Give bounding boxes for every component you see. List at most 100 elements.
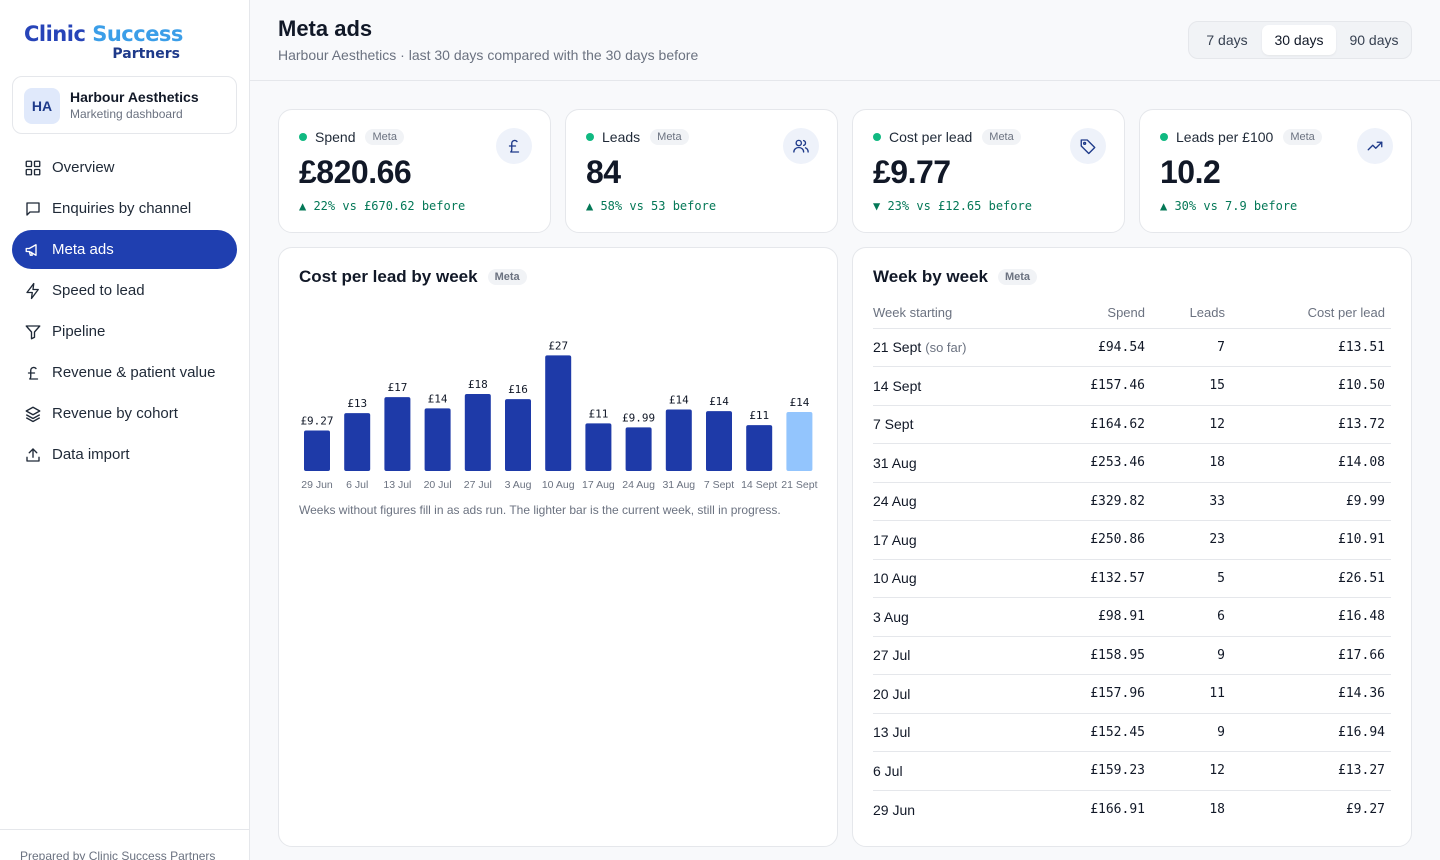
kpi-delta: ▲ 22% vs £670.62 before	[299, 199, 466, 213]
kpi-label-text: Leads	[602, 129, 641, 145]
kpi-label: Leads per £100 Meta	[1160, 129, 1322, 145]
source-tag: Meta	[365, 129, 404, 145]
chart-title-text: Cost per lead by week	[299, 267, 478, 286]
cell-spend: £157.46	[1043, 366, 1151, 406]
sidebar-item-enquiries-by-channel[interactable]: Enquiries by channel	[12, 189, 237, 228]
sidebar-item-speed-to-lead[interactable]: Speed to lead	[12, 271, 237, 310]
range-90-days-button[interactable]: 90 days	[1349, 32, 1399, 48]
bar-value-label: £14	[669, 394, 689, 407]
chart-bar[interactable]	[545, 355, 572, 471]
table-row: 29 Jun £166.91 18 £9.27	[873, 790, 1391, 829]
x-tick-label: 7 Sept	[704, 479, 734, 491]
sidebar-item-revenue-by-cohort[interactable]: Revenue by cohort	[12, 394, 237, 433]
cell-spend: £152.45	[1043, 713, 1151, 752]
cell-leads: 23	[1151, 520, 1231, 560]
kpi-label: Leads Meta	[586, 129, 689, 145]
status-dot	[873, 133, 881, 141]
x-tick-label: 27 Jul	[464, 479, 492, 491]
pound-icon	[496, 128, 532, 164]
bar-value-label: £14	[789, 396, 809, 409]
sidebar-item-label: Meta ads	[52, 241, 114, 258]
status-dot	[1160, 133, 1168, 141]
status-dot	[586, 133, 594, 141]
cell-spend: £250.86	[1043, 520, 1151, 560]
sidebar-item-meta-ads[interactable]: Meta ads	[12, 230, 237, 269]
range-7-days-button[interactable]: 7 days	[1206, 32, 1248, 48]
sidebar: Clinic Success Partners HA Harbour Aesth…	[0, 0, 250, 860]
chart-bar[interactable]	[424, 408, 451, 471]
cell-leads: 6	[1151, 597, 1231, 637]
chart-bar[interactable]	[464, 393, 491, 471]
table-row: 3 Aug £98.91 6 £16.48	[873, 597, 1391, 637]
cell-cost-per-lead: £9.27	[1345, 802, 1385, 817]
account-card[interactable]: HA Harbour Aesthetics Marketing dashboar…	[12, 76, 237, 134]
account-subtitle: Marketing dashboard	[70, 107, 183, 121]
week-label: 31 Aug	[873, 454, 917, 471]
cell-cost-per-lead: £13.27	[1231, 751, 1391, 791]
chart-bar[interactable]	[665, 409, 692, 471]
week-label: 17 Aug	[873, 531, 917, 548]
cell-cost-per-lead: £14.36	[1231, 674, 1391, 714]
chart-bar[interactable]	[706, 411, 732, 471]
cell-spend: £157.96	[1043, 674, 1151, 714]
chart-bar[interactable]	[384, 397, 411, 471]
kpi-value: £820.66	[299, 154, 412, 190]
bar-value-label: £11	[749, 409, 769, 422]
chart-bar[interactable]	[505, 399, 531, 471]
cell-cost-per-lead: £10.50	[1231, 366, 1391, 406]
cell-spend: £159.23	[1043, 751, 1151, 791]
cost-per-lead-chart-panel: Cost per lead by week Meta £9.27 29 Jun £13…	[278, 247, 838, 847]
users-icon	[783, 128, 819, 164]
chart-bar[interactable]	[344, 413, 371, 471]
chart-bar[interactable]	[304, 430, 330, 471]
week-label: 29 Jun	[873, 801, 916, 818]
chart-bar[interactable]	[786, 412, 813, 471]
cell-spend: £164.62	[1043, 405, 1151, 444]
kpi-delta: ▲ 30% vs 7.9 before	[1160, 199, 1298, 213]
range-30-days-button[interactable]: 30 days	[1262, 25, 1336, 55]
cell-week: 6 Jul	[873, 751, 1043, 791]
sidebar-item-revenue-patient-value[interactable]: Revenue & patient value	[12, 353, 237, 392]
cell-spend: £158.95	[1043, 636, 1151, 675]
sidebar-item-label: Data import	[52, 446, 130, 463]
chart-bar[interactable]	[746, 425, 773, 471]
sidebar-item-overview[interactable]: Overview	[12, 148, 237, 187]
chat-icon	[24, 200, 42, 218]
week-label: 21 Sept	[873, 339, 922, 356]
sidebar-item-label: Overview	[52, 159, 115, 176]
cost-per-lead-bar-chart: £9.27 29 Jun £13 6 Jul £17 13 Jul £14 20 Jul £18…	[300, 339, 817, 491]
tag-icon	[1070, 128, 1106, 164]
cell-leads: 5	[1151, 559, 1231, 598]
chart-bar[interactable]	[625, 427, 652, 471]
sidebar-footer: Prepared by Clinic Success Partners	[0, 829, 249, 860]
bar-value-label: £17	[387, 381, 407, 394]
table-row: 13 Jul £152.45 9 £16.94	[873, 713, 1391, 752]
cell-cost-per-lead: £26.51	[1231, 559, 1391, 598]
x-tick-label: 29 Jun	[301, 479, 333, 491]
kpi-value: £9.77	[873, 154, 951, 190]
sidebar-item-data-import[interactable]: Data import	[12, 435, 237, 474]
grid-icon	[24, 159, 42, 177]
cell-spend: £132.57	[1043, 559, 1151, 598]
cell-leads: 12	[1151, 751, 1231, 791]
sidebar-item-label: Enquiries by channel	[52, 200, 192, 217]
chart-bar[interactable]	[585, 423, 612, 471]
bar-value-label: £11	[588, 407, 608, 420]
kpi-label-text: Spend	[315, 129, 356, 145]
source-tag: Meta	[487, 269, 527, 285]
table-row: 20 Jul £157.96 11 £14.36	[873, 674, 1391, 714]
x-tick-label: 10 Aug	[542, 479, 575, 491]
cell-week: 17 Aug	[873, 520, 1043, 560]
megaphone-icon	[24, 241, 42, 259]
cell-week: 31 Aug	[873, 443, 1043, 483]
trend-up-icon	[1357, 128, 1393, 164]
sidebar-item-label: Pipeline	[52, 323, 106, 340]
brand-logo-line2: Partners	[112, 46, 180, 62]
bar-value-label: £18	[468, 378, 488, 391]
sidebar-item-pipeline[interactable]: Pipeline	[12, 312, 237, 351]
kpi-card-leads-per-100: Leads per £100 Meta 10.2 ▲ 30% vs 7.9 bef…	[1139, 109, 1412, 233]
sidebar-nav: Overview Enquiries by channel Meta ads S…	[12, 148, 237, 476]
cell-leads: 33	[1151, 482, 1231, 521]
cell-week: 24 Aug	[873, 482, 1043, 521]
brand-logo[interactable]: Clinic Success Partners	[24, 22, 184, 62]
